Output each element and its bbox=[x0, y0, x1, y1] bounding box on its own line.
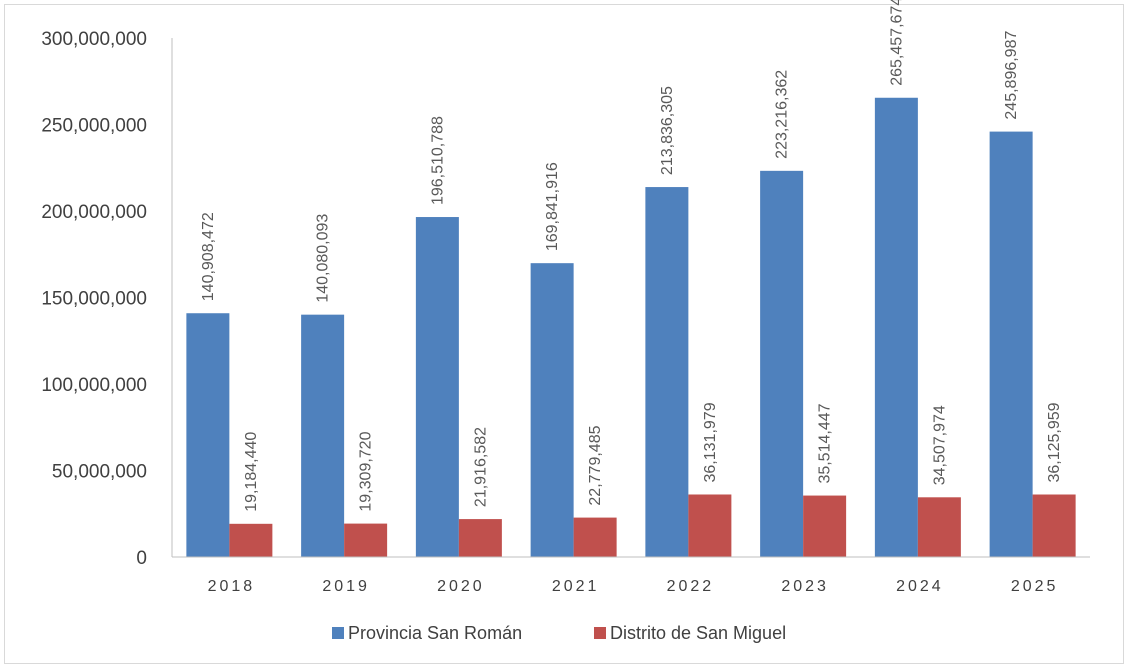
data-label: 36,131,979 bbox=[702, 402, 719, 482]
y-tick-label: 250,000,000 bbox=[41, 116, 147, 137]
data-label: 19,184,440 bbox=[243, 432, 260, 512]
data-label: 169,841,916 bbox=[544, 162, 561, 251]
x-tick-label: 2020 bbox=[437, 578, 485, 595]
legend-swatch bbox=[594, 627, 606, 639]
data-label: 19,309,720 bbox=[358, 431, 375, 511]
data-label: 245,896,987 bbox=[1003, 31, 1020, 120]
y-tick-label: 0 bbox=[136, 548, 147, 569]
bar-distrito-2025 bbox=[1032, 494, 1076, 557]
y-tick-label: 100,000,000 bbox=[41, 375, 147, 396]
bar-provincia-2021 bbox=[530, 263, 574, 557]
legend-swatch bbox=[332, 627, 344, 639]
y-tick-label: 150,000,000 bbox=[41, 289, 147, 310]
bar-distrito-2020 bbox=[458, 519, 502, 557]
data-label: 140,908,472 bbox=[200, 212, 217, 301]
bar-distrito-2022 bbox=[688, 494, 732, 557]
legend-label: Distrito de San Miguel bbox=[610, 623, 786, 643]
x-tick-label: 2022 bbox=[667, 578, 715, 595]
data-label: 22,779,485 bbox=[587, 425, 604, 505]
x-tick-label: 2018 bbox=[208, 578, 256, 595]
data-label: 265,457,674 bbox=[888, 0, 905, 86]
data-label: 34,507,974 bbox=[931, 405, 948, 485]
y-tick-label: 50,000,000 bbox=[52, 462, 147, 483]
bar-provincia-2019 bbox=[301, 314, 345, 557]
data-label: 36,125,959 bbox=[1046, 402, 1063, 482]
bar-provincia-2022 bbox=[645, 187, 689, 558]
legend-label: Provincia San Román bbox=[348, 623, 522, 643]
bar-provincia-2024 bbox=[874, 97, 918, 557]
data-label: 35,514,447 bbox=[817, 403, 834, 483]
data-label: 21,916,582 bbox=[472, 427, 489, 507]
bar-provincia-2025 bbox=[989, 131, 1033, 557]
bar-provincia-2018 bbox=[186, 313, 230, 557]
x-tick-label: 2023 bbox=[781, 578, 829, 595]
legend: Provincia San Román Distrito de San Migue… bbox=[332, 623, 786, 643]
bar-distrito-2018 bbox=[229, 523, 273, 557]
y-tick-label: 200,000,000 bbox=[41, 202, 147, 223]
bar-distrito-2019 bbox=[344, 523, 388, 557]
data-label: 213,836,305 bbox=[659, 86, 676, 175]
y-tick-label: 300,000,000 bbox=[41, 29, 147, 50]
bar-provincia-2020 bbox=[415, 217, 459, 558]
data-labels: 140,908,472 19,184,440 140,080,093 19,309,7… bbox=[200, 0, 1063, 512]
bar-provincia-2023 bbox=[760, 170, 804, 557]
data-label: 196,510,788 bbox=[429, 116, 446, 205]
bar-distrito-2021 bbox=[573, 517, 617, 557]
data-label: 223,216,362 bbox=[774, 70, 791, 159]
bar-distrito-2023 bbox=[803, 495, 847, 557]
x-tick-label: 2024 bbox=[896, 578, 944, 595]
bar-distrito-2024 bbox=[917, 497, 961, 557]
x-tick-label: 2021 bbox=[552, 578, 600, 595]
x-axis: 2018 2019 2020 2021 2022 2023 2024 2025 bbox=[172, 556, 1090, 595]
data-label: 140,080,093 bbox=[315, 214, 332, 303]
y-axis: 0 50,000,000 100,000,000 150,000,000 200,000… bbox=[41, 29, 173, 569]
bars bbox=[186, 97, 1076, 558]
x-tick-label: 2019 bbox=[322, 578, 370, 595]
x-tick-label: 2025 bbox=[1011, 578, 1059, 595]
